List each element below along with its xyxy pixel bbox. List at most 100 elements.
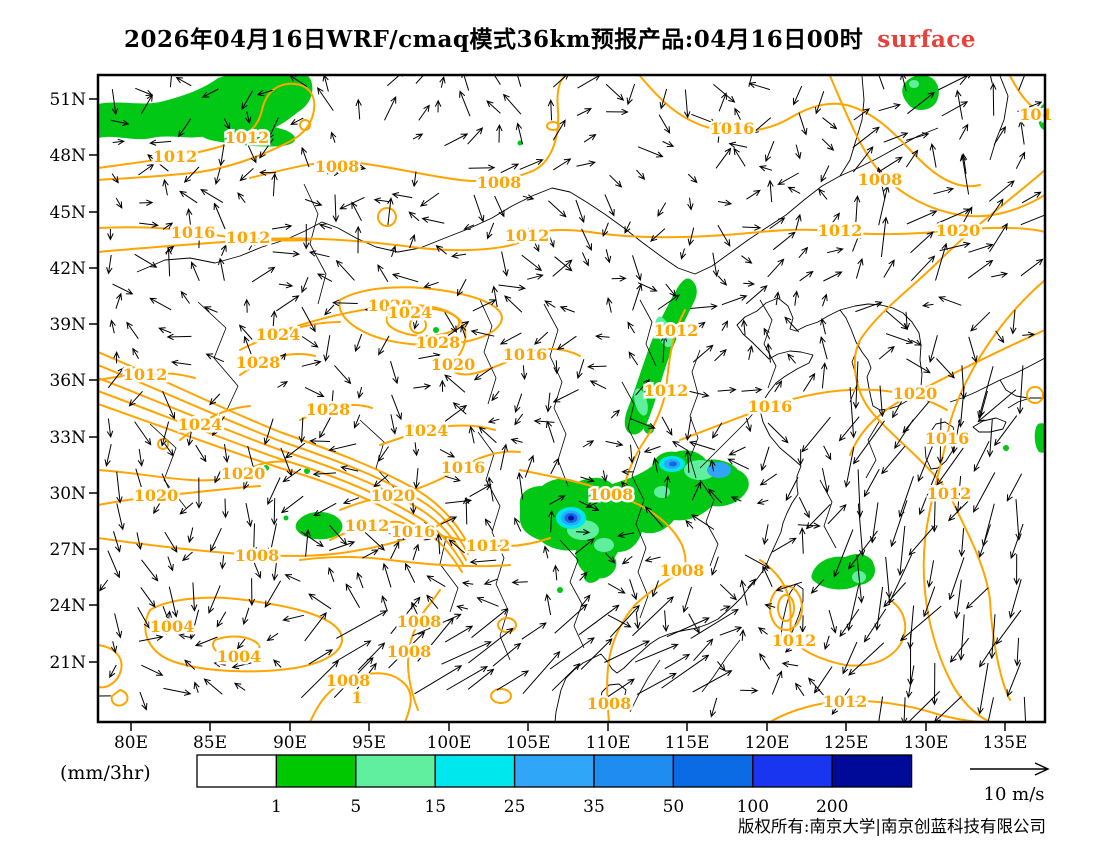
- wind-scale-label: 10 m/s: [984, 784, 1045, 805]
- wind-arrow-icon: [987, 198, 1004, 222]
- wind-arrow-icon: [478, 426, 497, 444]
- wind-arrow-icon: [357, 386, 364, 399]
- wind-arrow-icon: [165, 610, 173, 635]
- wind-arrow-icon: [284, 442, 306, 459]
- contour-label: 1016: [503, 345, 548, 364]
- wind-arrow-icon: [637, 146, 664, 158]
- wind-arrow-icon: [99, 579, 109, 592]
- wind-arrow-icon: [959, 123, 969, 140]
- contour-label: 1012: [153, 147, 198, 166]
- wind-arrow-icon: [502, 93, 522, 115]
- wind-arrow-icon: [907, 691, 941, 722]
- wind-arrow-icon: [746, 189, 761, 200]
- chart-title: 2026年04月16日WRF/cmaq模式36km预报产品:04月16日00时 s…: [0, 20, 1100, 54]
- wind-arrow-icon: [933, 187, 955, 195]
- wind-arrow-icon: [607, 583, 626, 594]
- wind-arrow-icon: [787, 186, 801, 194]
- wind-arrow-icon: [728, 141, 748, 148]
- wind-arrow-icon: [236, 638, 246, 650]
- wind-arrow-icon: [774, 291, 781, 306]
- wind-arrow-icon: [186, 208, 193, 230]
- wind-arrow-icon: [936, 358, 955, 379]
- wind-arrow-icon: [308, 593, 332, 610]
- wind-arrow-icon: [995, 609, 1022, 645]
- wind-arrow-icon: [486, 222, 495, 240]
- wind-arrow-icon: [309, 437, 331, 445]
- wind-arrow-icon: [659, 88, 668, 110]
- wind-arrow-icon: [717, 225, 731, 247]
- x-tick-label: 95E: [352, 733, 386, 753]
- wind-arrow-icon: [1010, 523, 1024, 560]
- wind-arrow-icon: [905, 149, 919, 168]
- wind-arrow-icon: [707, 488, 723, 504]
- wind-arrow-icon: [439, 379, 446, 392]
- wind-arrow-icon: [765, 342, 773, 363]
- wind-arrow-icon: [136, 532, 143, 551]
- wind-arrow-icon: [514, 413, 524, 426]
- wind-arrow-icon: [959, 75, 969, 86]
- wind-arrow-icon: [421, 216, 445, 224]
- wind-arrow-icon: [456, 278, 467, 297]
- wind-arrow-icon: [799, 527, 806, 554]
- wind-arrow-icon: [581, 594, 591, 607]
- wind-arrow-icon: [959, 153, 970, 195]
- wind-arrow-icon: [160, 421, 170, 447]
- wind-arrow-icon: [741, 319, 748, 335]
- wind-arrow-icon: [821, 293, 828, 307]
- wind-arrow-icon: [524, 454, 535, 478]
- wind-arrow-icon: [514, 393, 523, 414]
- wind-arrow-icon: [763, 327, 771, 340]
- wind-arrow-icon: [632, 255, 642, 282]
- copyright-text: 版权所有:南京大学|南京创蓝科技有限公司: [738, 817, 1046, 836]
- wind-arrow-icon: [390, 541, 400, 560]
- contour-label: 1020: [134, 486, 179, 505]
- wind-arrow-icon: [937, 296, 962, 306]
- wind-arrow-icon: [113, 531, 122, 553]
- colorbar-cell: [196, 754, 278, 788]
- wind-arrow-icon: [212, 416, 225, 437]
- wind-arrow-icon: [231, 662, 252, 670]
- x-tick-label: 110E: [586, 733, 631, 753]
- wind-arrow-icon: [244, 139, 257, 164]
- wind-arrow-icon: [937, 418, 944, 464]
- wind-arrow-icon: [387, 197, 394, 225]
- wind-arrow-icon: [1010, 309, 1017, 335]
- wind-arrow-icon: [833, 529, 854, 578]
- wind-arrow-icon: [312, 470, 337, 478]
- wind-arrow-icon: [276, 295, 300, 312]
- wind-arrow-icon: [167, 556, 174, 572]
- wind-arrow-icon: [196, 229, 203, 249]
- wind-arrow-icon: [627, 321, 636, 334]
- wind-arrow-icon: [687, 227, 695, 247]
- wind-arrow-icon: [661, 654, 710, 689]
- wind-arrow-icon: [470, 461, 484, 473]
- contour-label: 1: [351, 688, 362, 707]
- wind-arrow-icon: [728, 446, 746, 456]
- wind-arrow-icon: [772, 231, 796, 251]
- wind-arrow-icon: [926, 560, 935, 588]
- wind-arrow-icon: [140, 587, 156, 608]
- colorbar-cell: [831, 754, 913, 788]
- wind-arrow-icon: [304, 529, 311, 557]
- wind-arrow-icon: [445, 321, 470, 338]
- wind-arrow-icon: [968, 243, 994, 253]
- contour-label: 1020: [936, 221, 981, 240]
- x-tick-label: 90E: [273, 733, 307, 753]
- wind-arrow-icon: [658, 114, 671, 134]
- wind-arrow-icon: [666, 617, 710, 638]
- wind-arrow-icon: [901, 697, 908, 722]
- colorbar-cell: [355, 754, 436, 788]
- colorbar-units-label: (mm/3hr): [60, 762, 151, 784]
- wind-arrow-icon: [607, 614, 632, 628]
- wind-arrow-icon: [559, 305, 575, 313]
- wind-arrow-icon: [551, 662, 581, 692]
- wind-arrow-icon: [223, 118, 231, 131]
- wind-arrow-icon: [109, 319, 116, 334]
- wind-arrow-icon: [935, 242, 948, 281]
- wind-arrow-icon: [710, 556, 719, 576]
- wind-arrow-icon: [813, 666, 833, 694]
- wind-arrow-icon: [223, 444, 230, 463]
- wind-arrow-icon: [928, 335, 938, 363]
- wind-arrow-icon: [168, 586, 179, 618]
